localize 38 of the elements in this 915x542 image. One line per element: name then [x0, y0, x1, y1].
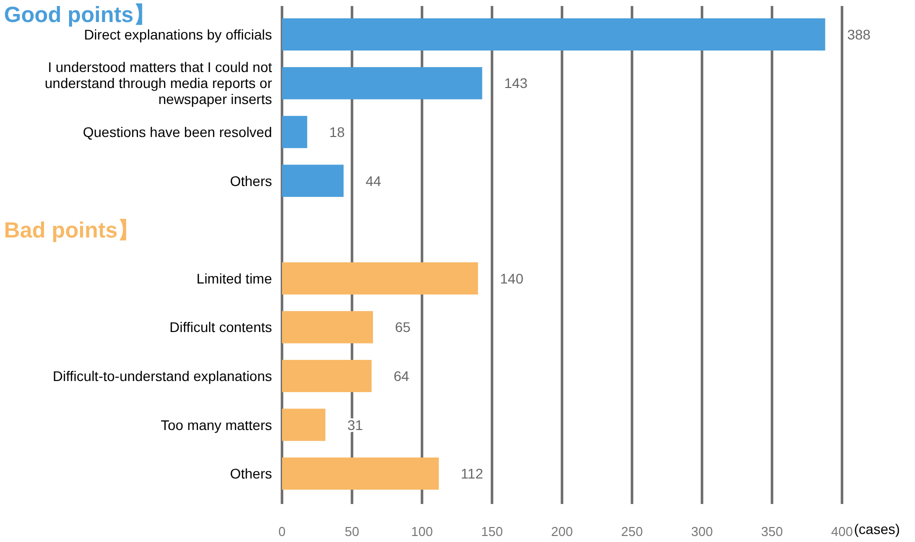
x-axis-title: (cases) — [854, 521, 900, 537]
x-tick-label: 350 — [761, 524, 783, 539]
y-tick-label: Difficult contents — [170, 319, 272, 336]
x-tick-label: 50 — [344, 524, 360, 539]
data-label: 64 — [394, 368, 410, 384]
bar — [282, 164, 344, 197]
bar — [282, 311, 373, 344]
bar — [282, 408, 326, 441]
x-tick-label: 150 — [481, 524, 503, 539]
y-tick-label: Others — [230, 466, 272, 482]
y-tick-label: Others — [230, 172, 272, 189]
bar — [282, 116, 308, 148]
y-tick-label: Too many matters — [160, 416, 272, 433]
y-tick-label: Limited time — [196, 270, 272, 286]
bar — [282, 457, 439, 490]
bar — [282, 67, 482, 100]
data-label: 143 — [504, 75, 528, 92]
x-tick-label: 300 — [691, 524, 713, 539]
text: Good points】 — [4, 2, 156, 27]
x-tick-label: 250 — [621, 524, 643, 539]
text: Bad points】 — [4, 218, 140, 243]
bar — [282, 18, 826, 51]
x-tick-label: 400 — [831, 524, 853, 539]
data-label: 18 — [329, 124, 345, 140]
y-tick-label: I understood matters that I could not understand through media reports or newspaper inserts — [44, 59, 272, 108]
bar — [282, 262, 478, 295]
data-label: 44 — [366, 172, 382, 189]
data-label: 112 — [460, 466, 484, 482]
y-tick-label: Direct explanations by officials — [84, 26, 272, 42]
x-tick-label: 100 — [411, 524, 433, 539]
y-tick-label: Difficult-to-understand explanations — [52, 368, 272, 384]
bar — [282, 360, 372, 392]
data-label: 140 — [500, 270, 524, 286]
y-tick-label: Questions have been resolved — [82, 124, 272, 140]
data-label: 65 — [395, 319, 411, 336]
data-label: 388 — [847, 26, 871, 42]
x-tick-label: 200 — [551, 524, 573, 539]
x-tick-label: 0 — [278, 524, 286, 539]
